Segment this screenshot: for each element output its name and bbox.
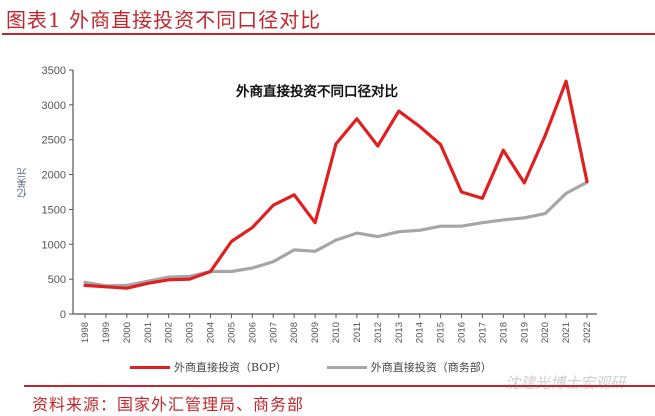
- x-tick-label: 2010: [331, 322, 342, 343]
- x-tick-label: 2005: [226, 322, 237, 343]
- x-tick-label: 2020: [540, 322, 551, 343]
- x-tick-label: 1999: [101, 322, 112, 343]
- x-tick-label: 2018: [498, 322, 509, 343]
- x-tick-label: 2002: [164, 322, 175, 343]
- watermark-text: 沈建光博士宏观研: [505, 374, 626, 392]
- chart-title: 外商直接投资不同口径对比: [236, 84, 398, 100]
- x-tick-label: 2003: [185, 322, 196, 343]
- y-tick-label: 500: [48, 274, 66, 286]
- x-tick-label: 2004: [206, 322, 217, 343]
- figure-title: 图表1 外商直接投资不同口径对比: [6, 8, 322, 32]
- footer-divider: [24, 385, 655, 387]
- legend-swatch-gray: [326, 365, 367, 369]
- x-tick-label: 2013: [394, 322, 405, 343]
- x-tick-label: 2001: [143, 322, 154, 343]
- x-tick-label: 2000: [122, 322, 133, 343]
- y-tick-label: 1500: [42, 204, 66, 216]
- y-tick-label: 0: [60, 309, 66, 321]
- x-tick-label: 2009: [310, 322, 321, 343]
- x-tick-label: 2016: [457, 322, 468, 343]
- y-tick-label: 2500: [42, 135, 66, 147]
- x-tick-label: 2011: [352, 322, 363, 342]
- series-line-mofcom: [83, 180, 589, 288]
- title-divider: [2, 33, 655, 35]
- x-tick-label: 2022: [582, 322, 593, 343]
- legend-item-bop: 外商直接投资（BOP）: [130, 359, 287, 375]
- y-tick-label: 2000: [42, 170, 66, 182]
- y-tick-label: 3500: [42, 65, 66, 77]
- legend-item-mofcom: 外商直接投资（商务部）: [326, 359, 492, 375]
- x-tick-label: 1998: [80, 322, 91, 343]
- x-tick-label: 2015: [436, 322, 447, 343]
- x-tick-label: 2007: [268, 322, 279, 343]
- x-tick-label: 2008: [289, 322, 300, 343]
- x-tick-label: 2019: [519, 322, 530, 343]
- x-tick-label: 2012: [373, 322, 384, 343]
- x-tick-label: 2017: [477, 322, 488, 343]
- chart-legend: 外商直接投资（BOP） 外商直接投资（商务部）: [130, 359, 492, 375]
- x-tick-label: 2014: [415, 322, 426, 343]
- legend-label-bop: 外商直接投资（BOP）: [174, 361, 287, 374]
- legend-swatch-red: [130, 365, 170, 369]
- source-note: 资料来源：国家外汇管理局、商务部: [32, 395, 305, 414]
- y-tick-label: 3000: [42, 100, 66, 112]
- legend-label-mofcom: 外商直接投资（商务部）: [370, 361, 492, 374]
- x-tick-label: 2021: [561, 322, 572, 343]
- x-tick-label: 2006: [247, 322, 258, 343]
- y-axis-label: 亿美元: [18, 168, 29, 198]
- series-line-bop: [83, 79, 589, 290]
- y-tick-label: 1000: [42, 239, 66, 251]
